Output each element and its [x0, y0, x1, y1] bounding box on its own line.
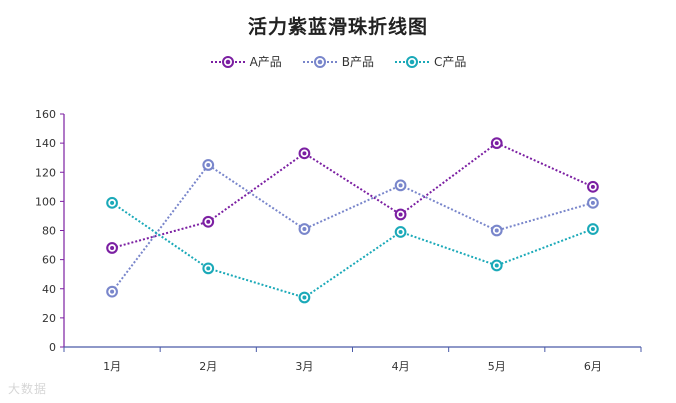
y-tick-label: 20 [42, 312, 56, 325]
data-point-core [494, 228, 499, 233]
data-point-core [398, 229, 403, 234]
data-point-core [494, 263, 499, 268]
y-tick-label: 140 [35, 137, 56, 150]
x-tick-label: 2月 [199, 360, 217, 373]
legend-swatch-c [395, 55, 430, 68]
data-point-core [398, 183, 403, 188]
data-point-core [206, 162, 211, 167]
legend-label-a: A产品 [249, 55, 282, 69]
x-tick-label: 5月 [488, 360, 506, 373]
data-point-core [110, 289, 115, 294]
legend-label-c: C产品 [434, 55, 467, 69]
legend-item-a: A产品 [210, 53, 282, 70]
y-tick-label: 60 [42, 254, 56, 267]
watermark-text: 大数据 [8, 382, 48, 396]
x-tick-label: 1月 [103, 360, 121, 373]
legend-label-b: B产品 [341, 55, 375, 69]
y-tick-label: 160 [35, 108, 56, 121]
y-tick-label: 0 [49, 341, 56, 354]
data-point-core [398, 212, 403, 217]
data-point-core [302, 227, 307, 232]
y-tick-label: 120 [35, 166, 56, 179]
data-point-core [206, 219, 211, 224]
data-point-core [590, 227, 595, 232]
data-point-core [590, 200, 595, 205]
data-point-core [206, 266, 211, 271]
series-line-1 [111, 163, 594, 293]
series-line-2 [111, 202, 594, 299]
y-tick-label: 40 [42, 283, 56, 296]
data-point-core [302, 151, 307, 156]
data-point-core [110, 245, 115, 250]
data-point-core [494, 141, 499, 146]
chart-title: 活力紫蓝滑珠折线图 [247, 16, 428, 38]
x-tick-label: 4月 [392, 360, 410, 373]
legend: A产品 B产品 C产品 [0, 53, 676, 70]
x-tick-label: 6月 [584, 360, 602, 373]
data-point-core [590, 184, 595, 189]
data-point-core [110, 200, 115, 205]
legend-item-c: C产品 [394, 53, 466, 70]
legend-swatch-a [210, 55, 245, 68]
x-tick-label: 3月 [295, 360, 313, 373]
legend-swatch-b [302, 55, 337, 68]
y-tick-label: 80 [42, 225, 56, 238]
data-point-core [302, 295, 307, 300]
y-tick-label: 100 [35, 195, 56, 208]
series-line-0 [111, 141, 594, 249]
legend-item-b: B产品 [302, 53, 374, 70]
